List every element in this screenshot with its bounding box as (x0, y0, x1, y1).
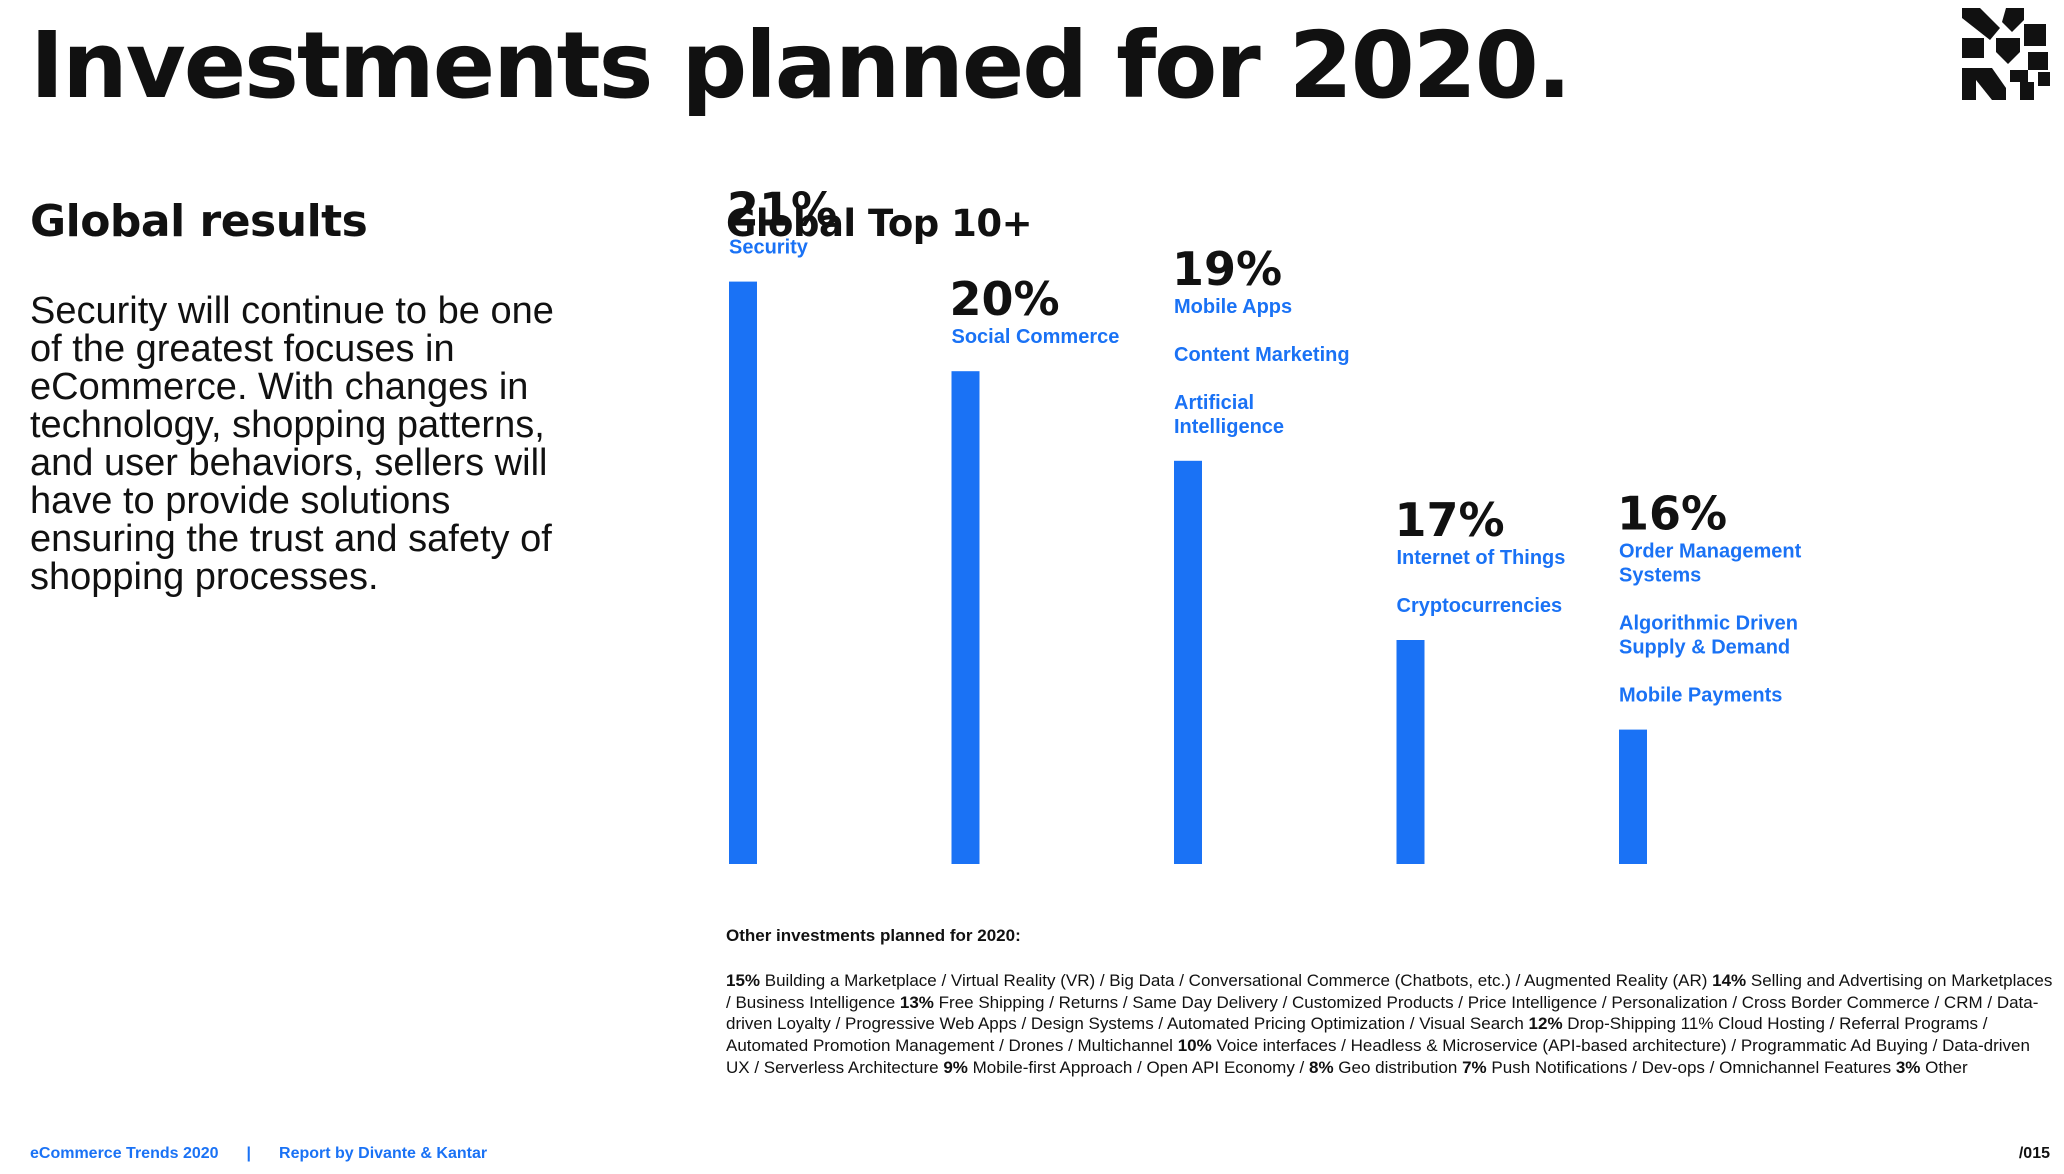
category-label: Intelligence (1174, 416, 1284, 438)
intro-text: Security will continue to be one of the … (30, 290, 554, 598)
category-label: Supply & Demand (1619, 637, 1790, 659)
other-investment-items: Push Notifications / Dev-ops / Omnichann… (1486, 1057, 1896, 1077)
other-investment-items: Mobile-first Approach / Open API Economy… (967, 1057, 1309, 1077)
other-investments-heading: Other investments planned for 2020: (726, 926, 1021, 945)
percent-label: 20% (950, 272, 1060, 326)
other-investment-percent: 9% (943, 1057, 968, 1077)
bar (951, 371, 980, 864)
chart-title: Global Top 10+ (726, 202, 1033, 245)
other-investment-items: Selling and Advertising on Marketplaces … (726, 971, 2053, 1012)
category-label: Order Management (1619, 541, 1802, 563)
category-label: Social Commerce (952, 326, 1120, 348)
page-title: Investments planned for 2020. (30, 12, 1572, 119)
other-investments-text: 15% Building a Marketplace / Virtual Rea… (726, 970, 2056, 1079)
footer: eCommerce Trends 2020 | Report by Divante … (30, 1145, 487, 1163)
other-investment-items: Other (1920, 1057, 1968, 1077)
page-number: /015 (2018, 1145, 2050, 1162)
other-investment-items: Geo distribution (1333, 1057, 1463, 1077)
category-label: Systems (1619, 565, 1701, 587)
category-label: Content Marketing (1174, 344, 1350, 366)
other-investment-percent: 15% (726, 971, 761, 990)
other-investment-percent: 13% (899, 992, 934, 1012)
other-investment-percent: 10% (1177, 1036, 1212, 1056)
bar (1174, 460, 1202, 864)
percent-label: 16% (1617, 487, 1727, 541)
category-label: Artificial (1174, 392, 1254, 414)
percent-label: 19% (1172, 242, 1282, 296)
footer-author: Report by Divante & Kantar (279, 1145, 488, 1162)
category-label: Mobile Apps (1174, 296, 1292, 318)
other-investment-percent: 3% (1895, 1057, 1921, 1077)
other-investment-items: Voice interfaces / Headless & Microservi… (726, 1036, 2030, 1077)
other-investment-items: Free Shipping / Returns / Same Day Deliv… (726, 992, 2039, 1034)
section-heading: Global results (30, 196, 368, 247)
category-label: Security (729, 237, 809, 259)
percent-label: 17% (1395, 493, 1505, 547)
other-investment-items: Building a Marketplace / Virtual Reality… (760, 971, 1713, 990)
footer-separator: | (246, 1145, 252, 1162)
footer-report-name: eCommerce Trends 2020 (30, 1145, 219, 1162)
category-label: Cryptocurrencies (1397, 595, 1563, 617)
category-label: Mobile Payments (1619, 685, 1782, 707)
category-label: Internet of Things (1397, 547, 1566, 569)
bar (1396, 640, 1425, 864)
other-investment-items: Drop-Shipping 11% Cloud Hosting / Referr… (726, 1014, 1988, 1056)
bar (729, 281, 757, 865)
category-label: Algorithmic Driven (1619, 613, 1798, 635)
other-investment-percent: 12% (1528, 1014, 1563, 1034)
bar (1619, 729, 1647, 864)
other-investment-percent: 14% (1712, 971, 1747, 990)
other-investment-percent: 8% (1309, 1057, 1334, 1077)
divante-logo-icon (1962, 8, 2050, 100)
percent-label: 21% (727, 183, 837, 237)
other-investments: Other investments planned for 2020: 15% … (726, 924, 2056, 1079)
other-investment-percent: 7% (1462, 1057, 1487, 1077)
